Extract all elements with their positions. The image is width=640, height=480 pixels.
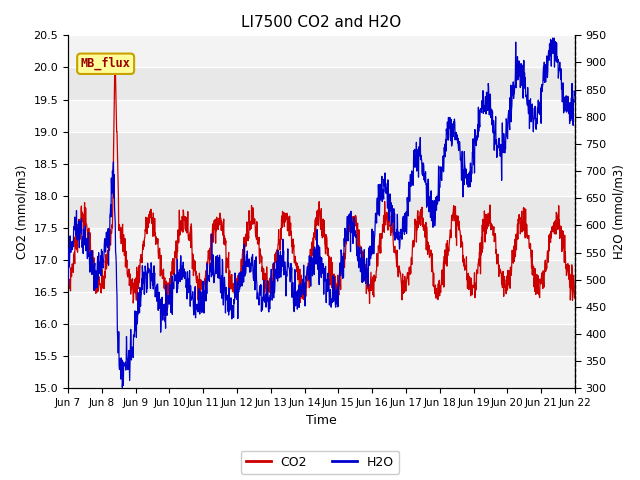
Title: LI7500 CO2 and H2O: LI7500 CO2 and H2O	[241, 15, 401, 30]
Bar	[68, 164, 575, 196]
Bar	[68, 36, 575, 67]
X-axis label: Time: Time	[306, 414, 337, 427]
Bar	[68, 292, 575, 324]
Legend: CO2, H2O: CO2, H2O	[241, 451, 399, 474]
Bar	[68, 356, 575, 388]
Y-axis label: H2O (mmol/m3): H2O (mmol/m3)	[612, 164, 625, 259]
Text: MB_flux: MB_flux	[81, 57, 131, 71]
Bar	[68, 228, 575, 260]
Bar	[68, 99, 575, 132]
Y-axis label: CO2 (mmol/m3): CO2 (mmol/m3)	[15, 165, 28, 259]
